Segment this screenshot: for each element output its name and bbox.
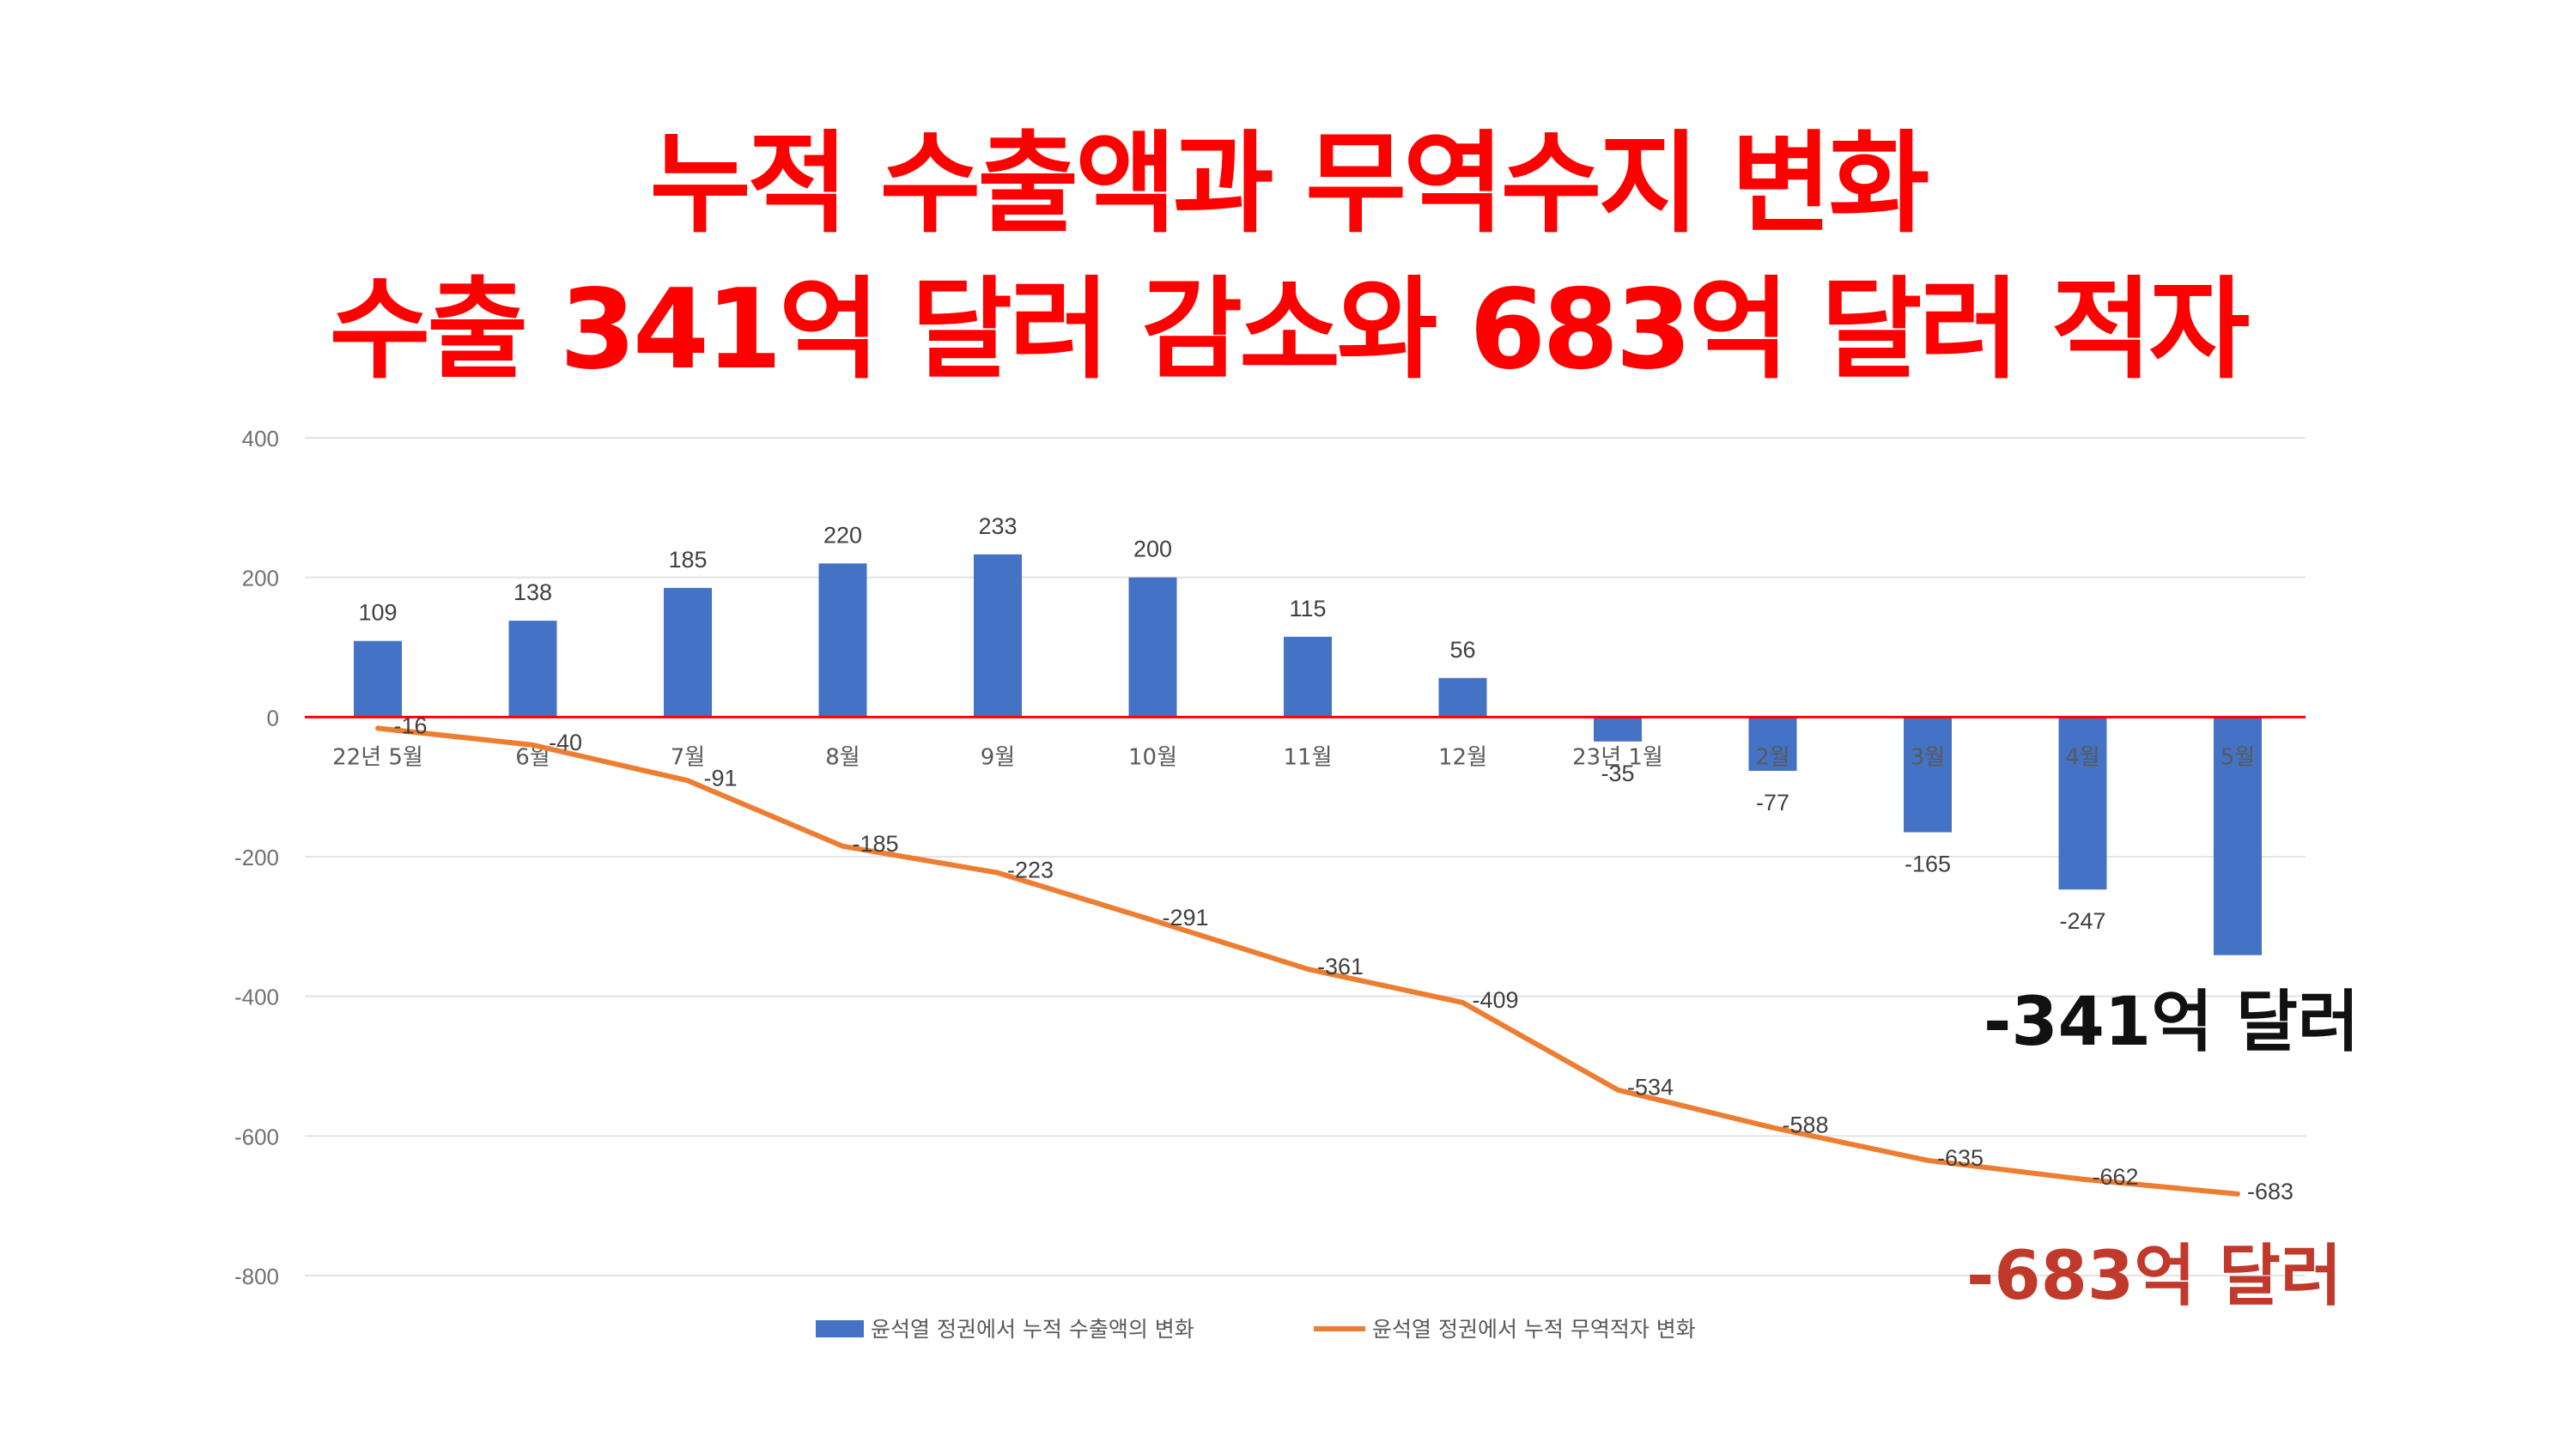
bar-value-label: 220 <box>823 522 862 548</box>
trade-point <box>2081 1178 2084 1180</box>
export-total-callout: -341억 달러 <box>1984 984 2360 1061</box>
line-value-label: -588 <box>1782 1113 1828 1138</box>
line-value-label: -91 <box>703 765 737 791</box>
legend: 윤석열 정권에서 누적 수출액의 변화 윤석열 정권에서 누적 무역적자 변화 <box>816 1317 1696 1342</box>
trade-point <box>687 779 689 782</box>
x-tick-label: 9월 <box>981 744 1015 770</box>
x-axis-ticks: 22년 5월 6월 7월 8월 9월 10월 11월 12월 23년 1월 2월 3월 4월 5월 <box>332 744 2255 770</box>
line-value-label: -534 <box>1627 1075 1674 1100</box>
x-tick-label: 22년 5월 <box>332 744 423 770</box>
y-tick-label: 200 <box>242 566 279 591</box>
bar-value-label: -247 <box>2059 908 2105 934</box>
bar-value-label: 115 <box>1289 596 1326 621</box>
x-tick-label: 10월 <box>1128 744 1177 770</box>
trade-point <box>1151 919 1154 922</box>
x-tick-label: 23년 1월 <box>1572 744 1663 770</box>
y-tick-label: -800 <box>234 1264 279 1289</box>
bar-value-label: 109 <box>358 600 397 626</box>
line-value-label: -291 <box>1162 905 1208 931</box>
data-labels: 109 138 185 220 233 200 115 56 -35 -77 -165 -247 -16… <box>358 513 2293 1204</box>
trade-point <box>377 727 379 730</box>
export-bar <box>508 621 557 718</box>
bar-value-label: -35 <box>1601 761 1634 786</box>
bar-value-label: 233 <box>978 513 1017 539</box>
export-bars <box>354 554 2262 955</box>
trade-point <box>1307 967 1309 970</box>
y-tick-label: -600 <box>234 1124 279 1149</box>
trade-point <box>1617 1088 1619 1091</box>
trade-line-path <box>375 725 2240 1197</box>
trade-line <box>375 725 2240 1197</box>
x-tick-label: 5월 <box>2221 744 2255 770</box>
x-tick-label: 8월 <box>825 744 860 770</box>
line-value-label: -683 <box>2247 1179 2293 1204</box>
y-axis-ticks: 400 200 0 -200 -400 -600 -800 <box>234 426 279 1289</box>
x-tick-label: 7월 <box>671 744 705 770</box>
trade-point <box>1461 1001 1464 1003</box>
trade-point <box>997 871 999 874</box>
line-value-label: -185 <box>852 831 898 857</box>
x-tick-label: 3월 <box>1911 744 1945 770</box>
bar-value-label: -165 <box>1905 852 1951 877</box>
export-bar <box>1748 717 1797 771</box>
export-bar <box>1284 636 1332 718</box>
line-value-label: -409 <box>1472 987 1518 1013</box>
x-tick-label: 4월 <box>2065 744 2099 770</box>
bar-value-label: 185 <box>668 547 707 573</box>
export-bar <box>354 640 402 718</box>
y-tick-label: -200 <box>234 845 279 870</box>
x-tick-label: 12월 <box>1438 744 1487 770</box>
export-bar <box>2214 717 2262 955</box>
headline-line-1: 누적 수출액과 무역수지 변화 <box>649 120 1930 248</box>
line-value-label: -662 <box>2092 1164 2138 1190</box>
trade-point <box>1927 1159 1929 1161</box>
bar-value-label: -77 <box>1756 790 1789 815</box>
trade-point <box>1771 1126 1774 1129</box>
bar-value-label: 200 <box>1133 537 1172 562</box>
line-value-label: -223 <box>1007 858 1054 883</box>
trade-point <box>841 845 844 847</box>
headline-line-2: 수출 341억 달러 감소와 683억 달러 적자 <box>329 266 2251 394</box>
bar-value-label: 138 <box>513 579 552 605</box>
bar-value-label: 56 <box>1449 637 1475 663</box>
y-tick-label: 0 <box>267 705 279 731</box>
line-value-label: -361 <box>1317 954 1364 979</box>
export-bar <box>2058 717 2107 890</box>
export-bar <box>1128 577 1177 718</box>
line-value-label: -16 <box>393 712 427 738</box>
y-tick-label: 400 <box>242 426 279 452</box>
line-value-label: -635 <box>1937 1145 1984 1171</box>
export-bar <box>818 563 867 718</box>
export-bar <box>1438 677 1487 718</box>
line-value-label: -40 <box>549 730 582 755</box>
legend-swatch-bars <box>816 1320 864 1337</box>
export-bar <box>974 554 1022 718</box>
grid-lines <box>305 437 2306 1276</box>
legend-label-line: 윤석열 정권에서 누적 무역적자 변화 <box>1372 1317 1696 1342</box>
y-tick-label: -400 <box>234 985 279 1010</box>
legend-label-bars: 윤석열 정권에서 누적 수출액의 변화 <box>871 1317 1194 1342</box>
export-bar <box>1594 717 1642 742</box>
trade-point <box>2237 1192 2239 1195</box>
x-tick-label: 2월 <box>1755 744 1789 770</box>
export-bar <box>664 587 712 718</box>
trade-total-callout: -683억 달러 <box>1966 1238 2342 1315</box>
x-tick-label: 11월 <box>1283 744 1332 770</box>
export-bar <box>1904 717 1952 833</box>
trade-point <box>532 743 534 746</box>
